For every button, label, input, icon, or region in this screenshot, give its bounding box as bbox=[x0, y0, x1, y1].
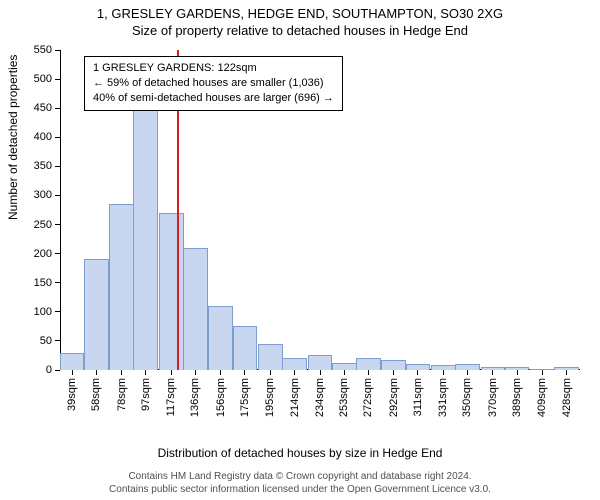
y-tick-mark bbox=[55, 108, 60, 109]
x-tick-label: 272sqm bbox=[362, 378, 374, 417]
histogram-bar bbox=[159, 213, 184, 370]
x-tick-mark bbox=[443, 370, 444, 375]
histogram-bar bbox=[308, 355, 333, 370]
y-tick-mark bbox=[55, 224, 60, 225]
annotation-box: 1 GRESLEY GARDENS: 122sqm ← 59% of detac… bbox=[84, 56, 343, 111]
y-tick-mark bbox=[55, 340, 60, 341]
x-tick-mark bbox=[566, 370, 567, 375]
x-tick-label: 117sqm bbox=[165, 378, 177, 416]
x-tick-label: 350sqm bbox=[461, 378, 473, 417]
histogram-bar bbox=[381, 360, 406, 370]
x-tick-label: 234sqm bbox=[314, 378, 326, 417]
y-tick-mark bbox=[55, 50, 60, 51]
chart-container: 1, GRESLEY GARDENS, HEDGE END, SOUTHAMPT… bbox=[0, 0, 600, 500]
x-tick-label: 78sqm bbox=[116, 378, 128, 411]
x-tick-label: 97sqm bbox=[140, 378, 152, 411]
y-tick-mark bbox=[55, 311, 60, 312]
y-tick-mark bbox=[55, 195, 60, 196]
x-tick-label: 253sqm bbox=[338, 378, 350, 417]
x-tick-label: 136sqm bbox=[189, 378, 201, 417]
x-tick-label: 409sqm bbox=[536, 378, 548, 417]
y-tick-label: 250 bbox=[12, 219, 52, 231]
y-tick-label: 300 bbox=[12, 189, 52, 201]
x-tick-label: 214sqm bbox=[289, 378, 301, 417]
histogram-bar bbox=[282, 358, 307, 370]
x-tick-mark bbox=[121, 370, 122, 375]
footer-attribution: Contains HM Land Registry data © Crown c… bbox=[0, 471, 600, 496]
histogram-bar bbox=[183, 248, 208, 370]
y-tick-mark bbox=[55, 282, 60, 283]
x-tick-label: 58sqm bbox=[90, 378, 102, 411]
histogram-bar bbox=[84, 259, 109, 370]
x-tick-mark bbox=[320, 370, 321, 375]
y-tick-label: 200 bbox=[12, 248, 52, 260]
x-tick-mark bbox=[171, 370, 172, 375]
x-tick-mark bbox=[492, 370, 493, 375]
y-tick-label: 150 bbox=[12, 277, 52, 289]
x-tick-mark bbox=[244, 370, 245, 375]
y-tick-label: 0 bbox=[12, 364, 52, 376]
x-tick-mark bbox=[270, 370, 271, 375]
histogram-bar bbox=[208, 306, 233, 370]
y-tick-label: 400 bbox=[12, 131, 52, 143]
y-tick-mark bbox=[55, 253, 60, 254]
y-tick-mark bbox=[55, 166, 60, 167]
y-tick-label: 500 bbox=[12, 73, 52, 85]
x-tick-label: 331sqm bbox=[437, 378, 449, 417]
y-tick-label: 450 bbox=[12, 102, 52, 114]
title-line-2: Size of property relative to detached ho… bbox=[0, 23, 600, 38]
histogram-bar bbox=[332, 363, 357, 370]
x-tick-label: 292sqm bbox=[388, 378, 400, 417]
x-tick-mark bbox=[220, 370, 221, 375]
histogram-bar bbox=[356, 358, 381, 370]
x-tick-mark bbox=[96, 370, 97, 375]
x-tick-mark bbox=[145, 370, 146, 375]
histogram-bar bbox=[109, 204, 134, 370]
title-block: 1, GRESLEY GARDENS, HEDGE END, SOUTHAMPT… bbox=[0, 6, 600, 38]
x-tick-mark bbox=[72, 370, 73, 375]
x-tick-mark bbox=[467, 370, 468, 375]
histogram-bar bbox=[60, 353, 85, 370]
x-tick-mark bbox=[542, 370, 543, 375]
x-tick-label: 195sqm bbox=[264, 378, 276, 417]
x-tick-mark bbox=[517, 370, 518, 375]
x-axis-label: Distribution of detached houses by size … bbox=[0, 446, 600, 460]
footer-line-1: Contains HM Land Registry data © Crown c… bbox=[0, 471, 600, 484]
y-axis-line bbox=[60, 50, 61, 370]
x-tick-mark bbox=[195, 370, 196, 375]
y-tick-label: 350 bbox=[12, 160, 52, 172]
x-tick-mark bbox=[294, 370, 295, 375]
footer-line-2: Contains public sector information licen… bbox=[0, 484, 600, 497]
y-tick-label: 50 bbox=[12, 335, 52, 347]
x-tick-mark bbox=[417, 370, 418, 375]
y-tick-label: 550 bbox=[12, 44, 52, 56]
histogram-bar bbox=[233, 326, 258, 370]
y-tick-mark bbox=[55, 137, 60, 138]
x-tick-label: 428sqm bbox=[561, 378, 573, 417]
annotation-line-2: ← 59% of detached houses are smaller (1,… bbox=[93, 76, 334, 91]
annotation-line-3: 40% of semi-detached houses are larger (… bbox=[93, 91, 334, 106]
x-tick-label: 311sqm bbox=[412, 378, 424, 416]
histogram-bar bbox=[258, 344, 283, 370]
title-line-1: 1, GRESLEY GARDENS, HEDGE END, SOUTHAMPT… bbox=[0, 6, 600, 21]
x-tick-label: 39sqm bbox=[66, 378, 78, 411]
annotation-line-1: 1 GRESLEY GARDENS: 122sqm bbox=[93, 61, 334, 76]
x-tick-label: 389sqm bbox=[511, 378, 523, 417]
histogram-bar bbox=[133, 108, 158, 370]
y-tick-label: 100 bbox=[12, 306, 52, 318]
x-tick-mark bbox=[368, 370, 369, 375]
x-tick-label: 175sqm bbox=[239, 378, 251, 417]
y-tick-mark bbox=[55, 79, 60, 80]
x-tick-label: 370sqm bbox=[487, 378, 499, 417]
x-tick-mark bbox=[344, 370, 345, 375]
x-tick-label: 156sqm bbox=[215, 378, 227, 417]
x-tick-mark bbox=[393, 370, 394, 375]
